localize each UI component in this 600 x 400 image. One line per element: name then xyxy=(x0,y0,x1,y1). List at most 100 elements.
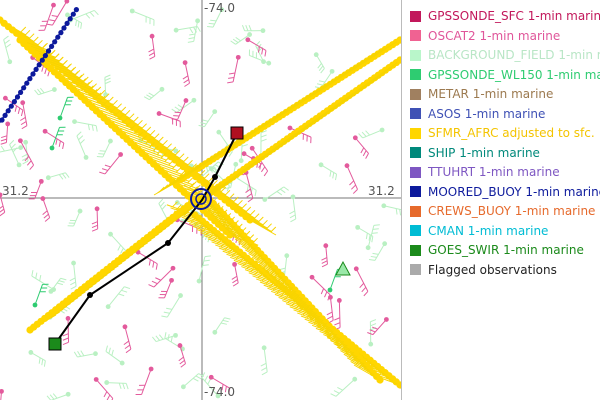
legend-item[interactable]: GPSSONDE_WL150 1-min marine xyxy=(410,67,600,83)
wind-barb xyxy=(32,283,49,308)
wind-barb xyxy=(0,121,11,145)
wind-barb xyxy=(352,135,369,159)
wind-barb xyxy=(196,255,211,284)
storm-center-inner-ring xyxy=(195,193,207,205)
wind-barb xyxy=(212,317,231,335)
wind-barb xyxy=(158,277,174,299)
buoy-obs xyxy=(49,34,61,48)
map-canvas[interactable] xyxy=(0,0,402,400)
legend-label: GOES_SWIR 1-min marine xyxy=(428,243,584,257)
legend-label: SHIP 1-min marine xyxy=(428,145,540,160)
wind-barb xyxy=(104,380,129,390)
wind-barb xyxy=(20,100,28,130)
buoy-obs xyxy=(15,85,27,99)
track-line xyxy=(54,132,238,345)
wind-barb xyxy=(129,8,155,26)
wind-barb xyxy=(330,376,358,397)
wind-barb xyxy=(260,345,268,376)
wind-barb xyxy=(28,178,44,200)
legend-label: OSCAT2 1-min marine xyxy=(428,28,561,43)
buoy-obs xyxy=(18,80,30,94)
sfmr-obs xyxy=(376,56,401,80)
legend-item[interactable]: SHIP 1-min marine xyxy=(410,145,540,161)
latitude-label-left: 31.2 xyxy=(2,184,29,198)
legend-label: BACKGROUND_FIELD 1-min marine xyxy=(428,48,600,62)
wind-barb xyxy=(62,315,71,346)
buoy-obs xyxy=(55,25,67,39)
wind-barb xyxy=(245,37,267,57)
observation-legend: GPSSONDE_SFC 1-min marine OSCAT2 1-min ma… xyxy=(406,0,600,400)
legend-swatch xyxy=(410,49,421,61)
sfmr-obs xyxy=(226,250,259,269)
wind-barb xyxy=(42,128,65,150)
legend-item[interactable]: ASOS 1-min marine xyxy=(410,106,545,122)
buoy-obs xyxy=(21,76,33,89)
legend-swatch xyxy=(410,244,421,256)
storm-center-marker[interactable] xyxy=(190,188,212,210)
wind-barb xyxy=(198,109,218,128)
legend-label: Flagged observations xyxy=(428,262,557,277)
track-point xyxy=(87,292,93,298)
wind-barb xyxy=(67,208,83,227)
legend-swatch xyxy=(410,225,421,236)
legend-swatch xyxy=(410,10,421,22)
wind-barb xyxy=(227,54,241,84)
wind-barb xyxy=(46,391,71,400)
wind-barb xyxy=(262,186,289,202)
legend-swatch xyxy=(410,108,421,119)
wind-barb xyxy=(69,260,77,290)
wind-barb xyxy=(40,196,51,222)
wind-barb xyxy=(241,24,266,34)
wind-barb xyxy=(353,266,369,297)
wind-barb xyxy=(49,126,66,151)
wind-barb xyxy=(289,194,297,223)
legend-item[interactable]: Flagged observations xyxy=(410,262,557,278)
wind-barb xyxy=(148,265,176,288)
wind-analysis-map[interactable]: -74.0 -74.0 31.2 31.2 xyxy=(0,0,402,400)
legend-label: GPSSONDE_SFC 1-min marine xyxy=(428,9,600,23)
triangle-marker xyxy=(335,260,351,276)
wind-barb xyxy=(381,203,401,216)
legend-swatch xyxy=(410,88,421,100)
wind-barb xyxy=(207,7,225,28)
wind-barb xyxy=(0,192,6,217)
legend-item[interactable]: CREWS_BUOY 1-min marine xyxy=(410,203,595,219)
buoy-obs xyxy=(0,108,11,122)
legend-item[interactable]: METAR 1-min marine xyxy=(410,86,553,102)
legend-item[interactable]: GPSSONDE_SFC 1-min marine xyxy=(410,8,600,24)
buoy-obs xyxy=(27,66,39,80)
wind-barb xyxy=(105,286,131,310)
wind-barb xyxy=(208,374,231,395)
legend-item[interactable]: CMAN 1-min marine xyxy=(410,223,548,239)
legend-item[interactable]: BACKGROUND_FIELD 1-min marine xyxy=(410,47,600,63)
wind-barb xyxy=(73,350,98,358)
legend-label: ASOS 1-min marine xyxy=(428,106,546,121)
legend-item[interactable]: TTUHRT 1-min marine xyxy=(410,164,560,180)
latitude-label-right: 31.2 xyxy=(368,184,395,198)
buoy-obs xyxy=(46,39,58,53)
wind-barb xyxy=(314,68,335,89)
wind-barb xyxy=(76,131,89,160)
legend-item[interactable]: GOES_SWIR 1-min marine xyxy=(410,242,584,258)
legend-item[interactable]: SFMR_AFRC adjusted to sfc. xyxy=(410,125,595,141)
wind-barb xyxy=(334,298,342,331)
legend-item[interactable]: MOORED_BUOY 1-min marine xyxy=(410,184,600,200)
wind-barb xyxy=(91,206,100,232)
wind-barb xyxy=(99,152,123,175)
legend-label: SFMR_AFRC adjusted to sfc. xyxy=(428,126,595,140)
track-point xyxy=(212,174,218,180)
wind-barb xyxy=(3,35,13,65)
wind-barb xyxy=(93,377,114,400)
wind-barb xyxy=(161,293,183,318)
buoy-obs xyxy=(12,89,24,103)
legend-label: METAR 1-min marine xyxy=(428,87,554,101)
wind-barb xyxy=(156,111,181,128)
track-point xyxy=(165,240,171,246)
legend-item[interactable]: OSCAT2 1-min marine xyxy=(410,28,560,44)
wind-barb xyxy=(48,277,67,294)
wind-barb xyxy=(177,343,186,368)
wind-barb xyxy=(103,74,111,98)
wind-barb xyxy=(72,119,98,132)
wind-barb xyxy=(180,373,205,390)
legend-swatch xyxy=(410,127,421,139)
